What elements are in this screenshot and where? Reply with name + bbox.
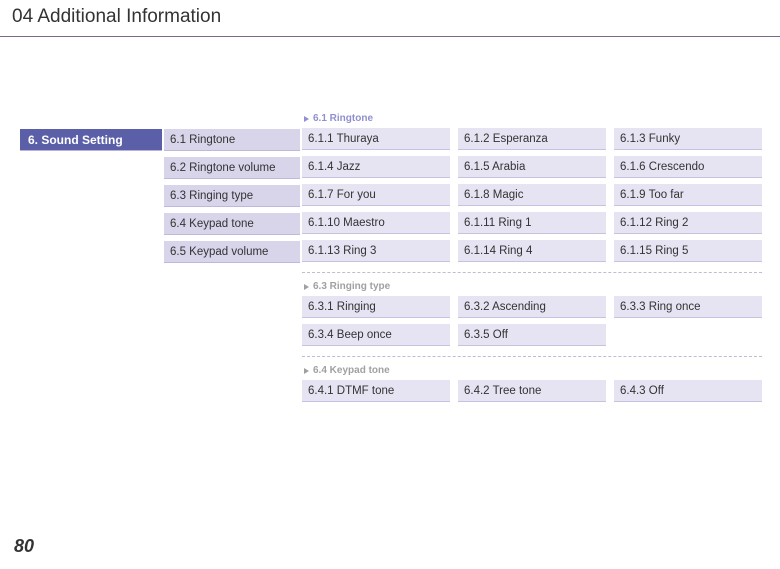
group-header-keypad-tone: 6.4 Keypad tone — [302, 365, 762, 376]
level3-item: 6.3.4 Beep once — [302, 324, 450, 346]
level3-item: 6.1.15 Ring 5 — [614, 240, 762, 262]
group-header-label: 6.1 Ringtone — [313, 113, 373, 124]
level3-item: 6.1.7 For you — [302, 184, 450, 206]
level3-item: 6.1.2 Esperanza — [458, 128, 606, 150]
level2-item: 6.4 Keypad tone — [164, 213, 300, 235]
level3-item: 6.4.1 DTMF tone — [302, 380, 450, 402]
level3-item: 6.1.4 Jazz — [302, 156, 450, 178]
group-header-ringing-type: 6.3 Ringing type — [302, 281, 762, 292]
level3-item: 6.3.1 Ringing — [302, 296, 450, 318]
level3-item: 6.1.12 Ring 2 — [614, 212, 762, 234]
level3-item: 6.1.14 Ring 4 — [458, 240, 606, 262]
group-grid-ringing-type: 6.3.1 Ringing 6.3.2 Ascending 6.3.3 Ring… — [302, 296, 762, 346]
group-grid-ringtone: 6.1.1 Thuraya 6.1.2 Esperanza 6.1.3 Funk… — [302, 128, 762, 262]
level3-area: 6.1 Ringtone 6.1.1 Thuraya 6.1.2 Esperan… — [302, 113, 762, 412]
dashed-separator — [302, 356, 762, 357]
group-header-ringtone: 6.1 Ringtone — [302, 113, 762, 124]
arrow-icon — [304, 368, 309, 374]
level3-item: 6.4.3 Off — [614, 380, 762, 402]
arrow-icon — [304, 284, 309, 290]
level2-column: 6.1 Ringtone 6.2 Ringtone volume 6.3 Rin… — [164, 129, 300, 269]
level3-item: 6.3.5 Off — [458, 324, 606, 346]
level3-item: 6.1.5 Arabia — [458, 156, 606, 178]
level2-item: 6.1 Ringtone — [164, 129, 300, 151]
dashed-separator — [302, 272, 762, 273]
section-sound-setting: 6. Sound Setting — [20, 129, 162, 151]
level3-item: 6.1.11 Ring 1 — [458, 212, 606, 234]
level2-item: 6.5 Keypad volume — [164, 241, 300, 263]
level3-item: 6.1.13 Ring 3 — [302, 240, 450, 262]
page-title: 04 Additional Information — [0, 0, 780, 37]
page-number: 80 — [14, 536, 34, 557]
level3-item: 6.1.1 Thuraya — [302, 128, 450, 150]
content-area: 6. Sound Setting 6.1 Ringtone 6.2 Ringto… — [0, 37, 780, 71]
level3-item: 6.4.2 Tree tone — [458, 380, 606, 402]
level2-item: 6.3 Ringing type — [164, 185, 300, 207]
group-grid-keypad-tone: 6.4.1 DTMF tone 6.4.2 Tree tone 6.4.3 Of… — [302, 380, 762, 402]
level3-item: 6.1.6 Crescendo — [614, 156, 762, 178]
group-header-label: 6.4 Keypad tone — [313, 365, 390, 376]
level3-item: 6.3.2 Ascending — [458, 296, 606, 318]
level3-item: 6.1.3 Funky — [614, 128, 762, 150]
level3-item: 6.1.9 Too far — [614, 184, 762, 206]
group-header-label: 6.3 Ringing type — [313, 281, 390, 292]
level2-item: 6.2 Ringtone volume — [164, 157, 300, 179]
arrow-icon — [304, 116, 309, 122]
level3-item: 6.1.10 Maestro — [302, 212, 450, 234]
level3-item: 6.1.8 Magic — [458, 184, 606, 206]
level3-item: 6.3.3 Ring once — [614, 296, 762, 318]
